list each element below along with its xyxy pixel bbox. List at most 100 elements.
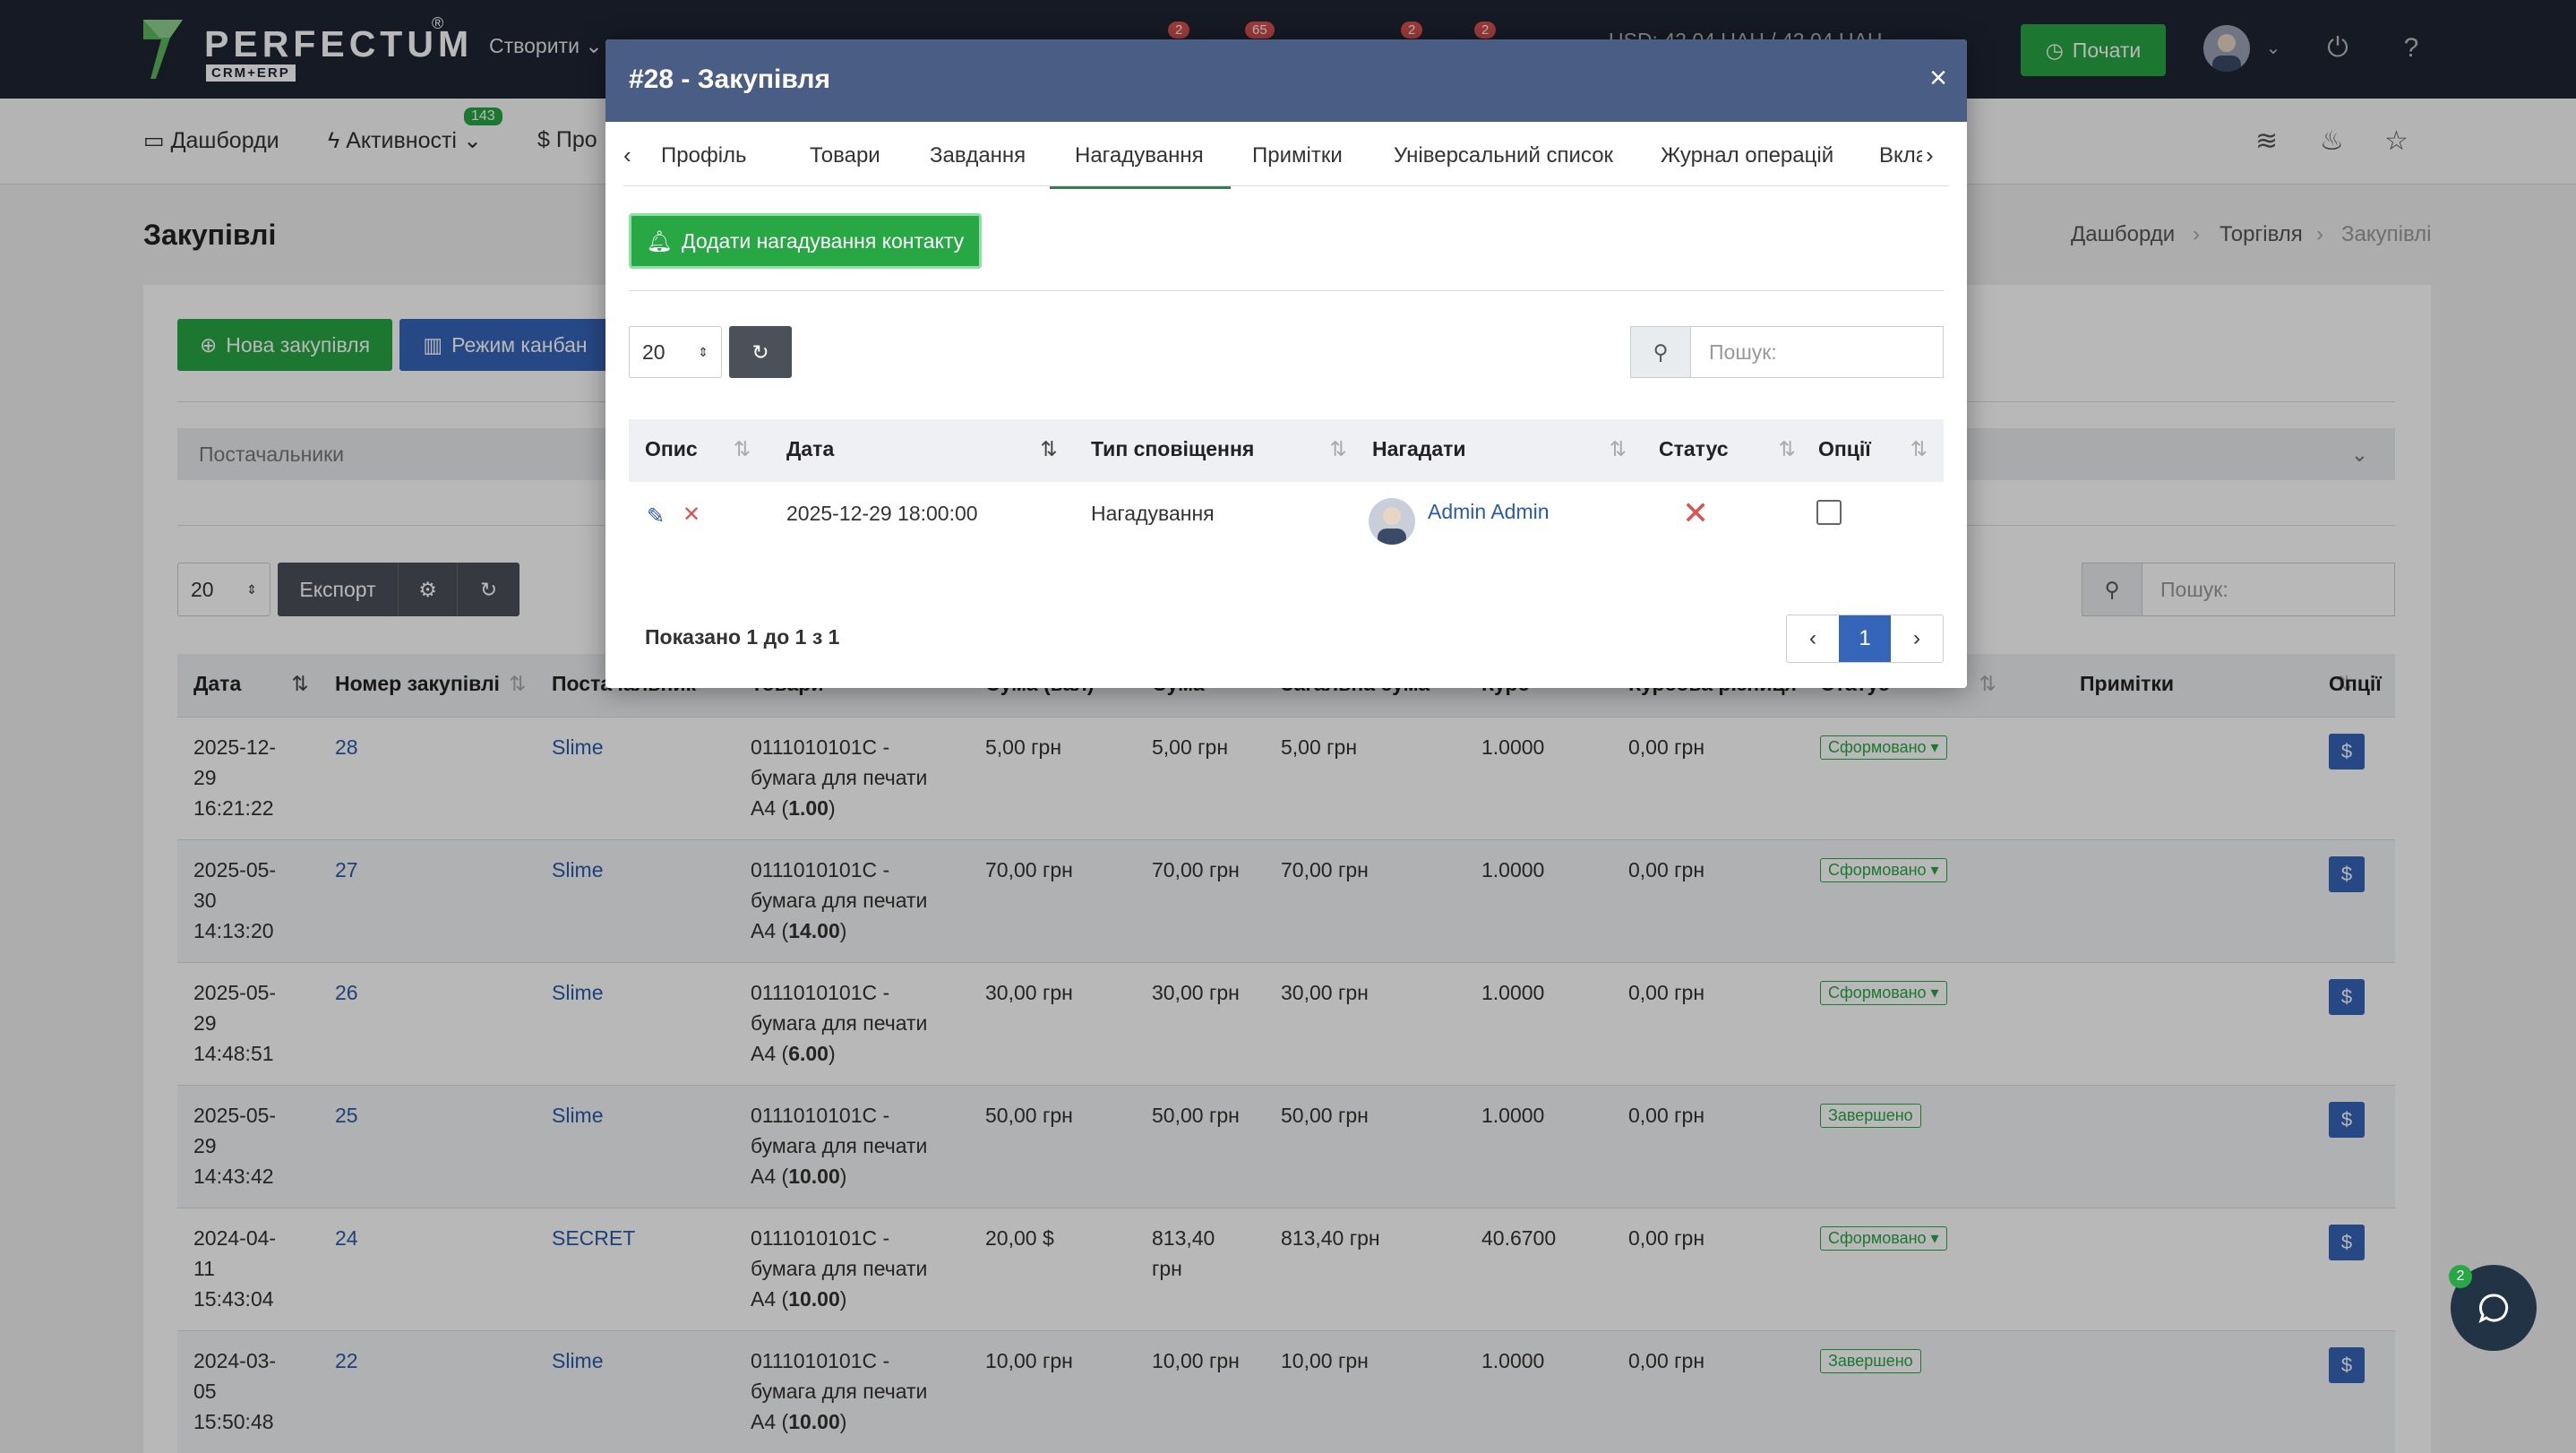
payment-button[interactable]: $ (2329, 1347, 2365, 1383)
row-number-link[interactable]: 25 (335, 1104, 358, 1127)
status-badge[interactable]: Сформовано ▾ (1820, 981, 1947, 1005)
settings-button[interactable]: ⚙ (398, 563, 457, 616)
row-goods: 0111010101С - бумага для печати А4 (6.00) (751, 981, 928, 1065)
payment-button[interactable]: $ (2329, 1225, 2365, 1260)
chevron-down-icon[interactable]: ⌄ (2265, 39, 2281, 58)
tabs-scroll-left-icon[interactable]: ‹ (623, 142, 631, 168)
page-number-current[interactable]: 1 (1839, 615, 1891, 662)
start-timer-button[interactable]: ◷ Почати (2021, 24, 2166, 76)
row-supplier-link[interactable]: Slime (552, 1104, 604, 1127)
col-notification-type[interactable]: Тип сповіщення ⇅ (1091, 437, 1347, 461)
tab-notes[interactable]: Примітки (1252, 143, 1343, 168)
row-number-link[interactable]: 28 (335, 735, 358, 759)
breadcrumb-separator-icon: › (2316, 222, 2323, 246)
table-row[interactable]: 2025-05- 29 14:48:51 26 Slime 0111010101С … (177, 962, 2395, 1085)
col-status[interactable]: Статус ⇅ (1659, 437, 1796, 461)
col-notes-label: Примітки (2080, 672, 2175, 695)
row-number-link[interactable]: 24 (335, 1226, 358, 1250)
payment-button[interactable]: $ (2329, 1102, 2365, 1138)
status-badge[interactable]: Завершено (1820, 1349, 1921, 1373)
new-purchase-button[interactable]: ⊕ Нова закупівля (177, 319, 392, 371)
prev-page-icon[interactable]: ‹ (1809, 626, 1816, 650)
table-row[interactable]: 2024-04- 11 15:43:04 24 SECRET 0111010101С… (177, 1208, 2395, 1330)
row-goods: 0111010101С - бумага для печати А4 (14.00) (751, 858, 928, 942)
col-description[interactable]: Опис ⇅ (645, 437, 751, 461)
payment-button[interactable]: $ (2329, 979, 2365, 1015)
delete-icon[interactable]: ✕ (683, 503, 701, 527)
row-number-link[interactable]: 27 (335, 858, 358, 881)
col-date[interactable]: Дата ⇅ (193, 672, 309, 696)
tab-operations-log[interactable]: Журнал операцій (1661, 143, 1834, 168)
reminder-checkbox[interactable] (1816, 500, 1842, 525)
close-icon[interactable]: × (1929, 61, 1947, 95)
sort-icon: ⇅ (1040, 437, 1058, 460)
row-supplier-link[interactable]: Slime (552, 858, 604, 881)
row-number-link[interactable]: 26 (335, 981, 358, 1004)
status-badge[interactable]: Завершено (1820, 1104, 1921, 1128)
row-number-link[interactable]: 22 (335, 1349, 358, 1372)
star-icon[interactable]: ☆ (2384, 126, 2409, 156)
help-icon[interactable]: ? (2403, 33, 2419, 63)
nav-dashboards[interactable]: ▭ Дашборди (143, 127, 279, 154)
col-date[interactable]: Дата ⇅ (786, 437, 1058, 461)
kanban-label: Режим канбан (451, 332, 588, 357)
row-supplier-link[interactable]: Slime (552, 1349, 604, 1372)
nav-activities-label: Активності (346, 128, 457, 153)
modal-search[interactable]: ⚲ Пошук: (1630, 326, 1944, 378)
layers-icon[interactable]: ≋ (2255, 126, 2279, 156)
pagination: ‹ 1 › (1786, 615, 1944, 663)
modal-search-input[interactable]: Пошук: (1691, 326, 1944, 378)
page-size-select[interactable]: 20 ⇕ (177, 563, 270, 616)
table-row[interactable]: 2025-12- 29 16:21:22 28 Slime 0111010101С … (177, 717, 2395, 839)
modal-refresh-button[interactable]: ↻ (729, 326, 792, 378)
purchase-modal: #28 - Закупівля × ‹ Профіль Товари Завда… (605, 39, 1967, 688)
status-badge[interactable]: Сформовано ▾ (1820, 858, 1947, 882)
row-supplier-link[interactable]: Slime (552, 735, 604, 759)
col-date-label: Дата (193, 672, 242, 695)
tabs-scroll-right-icon[interactable]: › (1926, 142, 1934, 168)
next-page-icon[interactable]: › (1913, 626, 1920, 650)
nav-activities[interactable]: ϟ Активності ⌄ (328, 128, 482, 153)
edit-pencil-icon[interactable]: ✎ (647, 504, 665, 529)
tab-tasks[interactable]: Завдання (930, 143, 1026, 168)
refresh-button[interactable]: ↻ (457, 563, 519, 616)
updown-icon: ⇕ (246, 581, 257, 597)
kanban-mode-button[interactable]: ▥ Режим канбан (399, 319, 611, 371)
table-search[interactable]: ⚲ Пошук: (2082, 563, 2395, 616)
modal-page-size-select[interactable]: 20 ⇕ (629, 326, 722, 378)
breadcrumb-dashboards[interactable]: Дашборди (2071, 222, 2176, 246)
col-options-label: Опції (1818, 437, 1871, 460)
col-notes[interactable]: Примітки ⇅ (2080, 672, 2352, 696)
status-badge[interactable]: Сформовано ▾ (1820, 1226, 1947, 1251)
tab-profile[interactable]: Профіль (661, 143, 747, 168)
remind-staff-link[interactable]: Admin Admin (1428, 500, 1550, 523)
col-remind[interactable]: Нагадати ⇅ (1372, 437, 1627, 461)
payment-button[interactable]: $ (2329, 856, 2365, 892)
export-button[interactable]: Експорт (278, 563, 398, 616)
col-status-label: Статус (1659, 437, 1729, 460)
payment-button[interactable]: $ (2329, 734, 2365, 769)
row-date: 2025-05- 29 14:43:42 (193, 1104, 277, 1188)
nav-pro[interactable]: $ Про (537, 127, 597, 153)
tab-reminders[interactable]: Нагадування (1050, 143, 1231, 189)
table-row[interactable]: 2025-05- 29 14:43:42 25 Slime 0111010101С … (177, 1085, 2395, 1208)
table-row[interactable]: 2024-03- 05 15:50:48 22 Slime 0111010101С … (177, 1330, 2395, 1453)
table-row[interactable]: 2025-05- 30 14:13:20 27 Slime 0111010101С … (177, 839, 2395, 962)
fire-icon[interactable]: ♨ (2320, 126, 2344, 156)
col-options[interactable]: Опції ⇅ (1818, 437, 1928, 461)
create-menu[interactable]: Створити ⌄ (489, 34, 603, 58)
search-input[interactable]: Пошук: (2142, 563, 2395, 616)
tab-universal-list[interactable]: Універсальний список (1394, 143, 1614, 168)
col-number[interactable]: Номер закупівлі ⇅ (335, 672, 526, 696)
user-avatar[interactable] (2203, 25, 2250, 72)
tab-goods[interactable]: Товари (810, 143, 880, 168)
breadcrumb-trade[interactable]: Торгівля (2220, 222, 2303, 246)
row-supplier-link[interactable]: SECRET (552, 1226, 636, 1250)
add-contact-reminder-button[interactable]: 🔔︎ Додати нагадування контакту (629, 213, 982, 269)
logo-text: PERFECTUM (204, 23, 474, 64)
reminder-row[interactable]: ✎ ✕ 2025-12-29 18:00:00 Нагадування Admi… (629, 482, 1944, 559)
tab-attachments[interactable]: Вкладе (1879, 143, 1922, 168)
row-supplier-link[interactable]: Slime (552, 981, 604, 1004)
status-badge[interactable]: Сформовано ▾ (1820, 735, 1947, 760)
power-icon[interactable]: ⏻ (2327, 33, 2348, 63)
